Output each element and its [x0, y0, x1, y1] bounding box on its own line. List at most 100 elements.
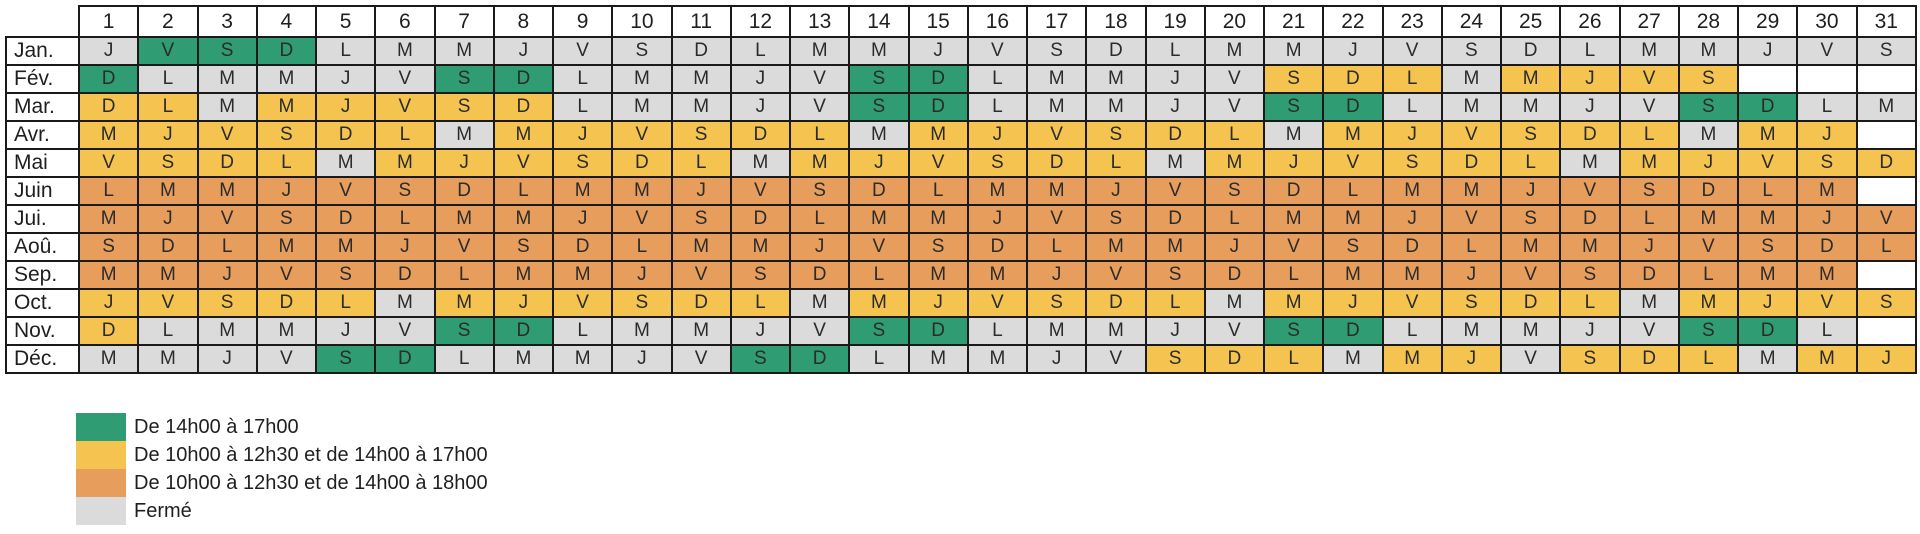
- day-cell: V: [77, 148, 140, 178]
- day-cell: D: [670, 36, 732, 66]
- day-cell: D: [1499, 288, 1562, 318]
- day-cell: S: [1440, 288, 1503, 318]
- day-cell: S: [1677, 316, 1740, 346]
- day-cell: D: [77, 92, 140, 122]
- day-cell: J: [1025, 344, 1088, 374]
- day-cell: [1855, 260, 1917, 290]
- day-cell: V: [1144, 176, 1206, 206]
- day-cell: S: [729, 344, 792, 374]
- day-cell: S: [848, 316, 910, 346]
- day-cell: M: [729, 148, 792, 178]
- day-cell: S: [1677, 92, 1740, 122]
- day-number: 16: [966, 5, 1029, 38]
- day-cell: M: [1262, 120, 1325, 150]
- day-cell: D: [1085, 288, 1147, 318]
- day-cell: L: [374, 204, 436, 234]
- day-cell: V: [670, 260, 732, 290]
- day-cell: M: [670, 316, 732, 346]
- day-cell: S: [492, 232, 555, 262]
- day-cell: S: [196, 288, 258, 318]
- day-cell: M: [137, 176, 199, 206]
- day-cell: D: [314, 204, 377, 234]
- day-cell: S: [1855, 288, 1917, 318]
- day-cell: D: [966, 232, 1029, 262]
- month-row: Jui. M J V S D L M M J V S D L M M J V S D L M M J V S D L M M J V: [5, 204, 1917, 234]
- day-cell: M: [492, 344, 555, 374]
- day-cell: L: [1618, 204, 1680, 234]
- day-cell: J: [551, 204, 614, 234]
- day-cell: S: [1559, 260, 1621, 290]
- day-cell: S: [1736, 232, 1799, 262]
- day-cell: L: [137, 92, 199, 122]
- day-number: 2: [137, 5, 199, 38]
- day-cell: V: [1262, 232, 1325, 262]
- day-cell: M: [551, 344, 614, 374]
- calendar-body: Jan. J V S D L M M J V S D L M M J V S D L M M J V S D L M M J V S Fév. D…: [5, 36, 1917, 374]
- day-cell: L: [314, 36, 377, 66]
- day-cell: V: [551, 36, 614, 66]
- day-cell: L: [1322, 176, 1384, 206]
- day-cell: V: [788, 92, 851, 122]
- day-cell: J: [433, 148, 495, 178]
- day-cell: V: [1499, 344, 1562, 374]
- day-cell: V: [1203, 316, 1266, 346]
- day-cell: V: [848, 232, 910, 262]
- month-label: Oct.: [5, 288, 80, 318]
- legend-row-orange: De 10h00 à 12h30 et de 14h00 à 18h00: [76, 469, 488, 497]
- day-cell: D: [907, 316, 969, 346]
- legend-label: De 10h00 à 12h30 et de 14h00 à 17h00: [134, 443, 488, 466]
- day-cell: D: [255, 36, 318, 66]
- day-cell: L: [137, 64, 199, 94]
- day-number: 30: [1796, 5, 1858, 38]
- day-cell: L: [966, 92, 1029, 122]
- day-cell: [1855, 316, 1917, 346]
- day-cell: J: [1025, 260, 1088, 290]
- day-cell: J: [314, 316, 377, 346]
- day-cell: L: [433, 344, 495, 374]
- day-cell: D: [77, 64, 140, 94]
- month-label: Sep.: [5, 260, 80, 290]
- day-cell: S: [848, 92, 910, 122]
- day-cell: J: [1855, 344, 1917, 374]
- day-cell: M: [670, 232, 732, 262]
- day-cell: M: [196, 64, 258, 94]
- day-cell: M: [1262, 204, 1325, 234]
- day-cell: M: [1262, 36, 1325, 66]
- day-cell: M: [1559, 148, 1621, 178]
- day-cell: V: [1796, 288, 1858, 318]
- day-cell: M: [1796, 260, 1858, 290]
- legend-label: De 14h00 à 17h00: [134, 415, 299, 438]
- day-cell: D: [374, 260, 436, 290]
- day-cell: M: [1736, 120, 1799, 150]
- day-cell: D: [196, 148, 258, 178]
- day-cell: J: [966, 120, 1029, 150]
- day-cell: M: [1085, 232, 1147, 262]
- day-cell: L: [1559, 36, 1621, 66]
- day-cell: M: [374, 288, 436, 318]
- day-cell: V: [1025, 120, 1088, 150]
- day-cell: D: [729, 204, 792, 234]
- day-cell: [1855, 64, 1917, 94]
- day-cell: J: [1499, 176, 1562, 206]
- day-cell: L: [1855, 232, 1917, 262]
- day-cell: M: [611, 176, 673, 206]
- day-cell: L: [1381, 316, 1443, 346]
- day-cell: M: [1025, 316, 1088, 346]
- legend-row-green: De 14h00 à 17h00: [76, 413, 488, 441]
- day-cell: L: [966, 64, 1029, 94]
- day-cell: M: [907, 120, 969, 150]
- day-cell: L: [1381, 92, 1443, 122]
- day-cell: V: [1440, 204, 1503, 234]
- day-cell: J: [1440, 344, 1503, 374]
- day-cell: M: [1440, 176, 1503, 206]
- day-cell: M: [492, 204, 555, 234]
- day-cell: L: [374, 120, 436, 150]
- day-cell: J: [551, 120, 614, 150]
- day-cell: [1855, 176, 1917, 206]
- day-cell: L: [551, 316, 614, 346]
- day-cell: M: [137, 260, 199, 290]
- day-cell: J: [1322, 36, 1384, 66]
- day-cell: M: [1203, 288, 1266, 318]
- day-cell: S: [1559, 344, 1621, 374]
- day-number: 15: [907, 5, 969, 38]
